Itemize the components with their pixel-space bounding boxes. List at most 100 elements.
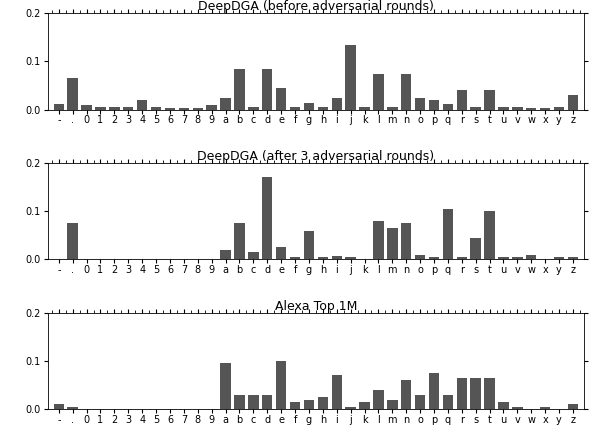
Bar [359, 107, 370, 110]
Bar [457, 91, 467, 110]
Bar [82, 259, 92, 260]
Bar [429, 100, 439, 110]
Bar [67, 78, 78, 110]
Bar [248, 395, 259, 409]
Bar [290, 257, 300, 260]
Bar [346, 257, 356, 260]
Bar [498, 257, 509, 260]
Bar [234, 69, 245, 110]
Bar [568, 95, 578, 110]
Bar [262, 395, 272, 409]
Bar [318, 257, 328, 260]
Bar [470, 378, 481, 409]
Bar [276, 361, 286, 409]
Bar [95, 259, 105, 260]
Bar [387, 107, 398, 110]
Bar [568, 404, 578, 409]
Bar [373, 73, 384, 110]
Bar [331, 375, 342, 409]
Bar [540, 259, 550, 260]
Bar [443, 395, 453, 409]
Bar [373, 221, 384, 260]
Bar [512, 107, 523, 110]
Bar [498, 107, 509, 110]
Bar [401, 73, 411, 110]
Bar [554, 107, 564, 110]
Bar [512, 257, 523, 260]
Bar [526, 108, 536, 110]
Bar [485, 91, 495, 110]
Bar [512, 407, 523, 409]
Bar [318, 397, 328, 409]
Bar [137, 259, 147, 260]
Bar [290, 107, 300, 110]
Bar [54, 404, 64, 409]
Bar [221, 363, 231, 409]
Bar [164, 259, 175, 260]
Bar [443, 104, 453, 110]
Bar [346, 407, 356, 409]
Bar [568, 257, 578, 260]
Bar [54, 104, 64, 110]
Bar [540, 108, 550, 110]
Bar [67, 407, 78, 409]
Bar [234, 223, 245, 260]
Bar [206, 259, 217, 260]
Bar [401, 223, 411, 260]
Bar [304, 400, 314, 409]
Bar [262, 69, 272, 110]
Bar [193, 259, 203, 260]
Bar [151, 259, 162, 260]
Bar [109, 259, 120, 260]
Bar [137, 100, 147, 110]
Bar [470, 238, 481, 260]
Bar [193, 108, 203, 110]
Bar [206, 105, 217, 110]
Bar [387, 228, 398, 260]
Bar [234, 395, 245, 409]
Bar [248, 252, 259, 260]
Bar [401, 380, 411, 409]
Bar [67, 223, 78, 260]
Bar [95, 107, 105, 110]
Bar [164, 108, 175, 110]
Bar [123, 107, 134, 110]
Bar [123, 259, 134, 260]
Bar [457, 378, 467, 409]
Bar [304, 103, 314, 110]
Bar [415, 395, 426, 409]
Bar [387, 400, 398, 409]
Bar [485, 378, 495, 409]
Bar [304, 231, 314, 260]
Bar [290, 402, 300, 409]
Bar [151, 107, 162, 110]
Bar [276, 88, 286, 110]
Bar [82, 105, 92, 110]
Bar [457, 257, 467, 260]
Bar [359, 259, 370, 260]
Bar [359, 402, 370, 409]
Bar [415, 98, 426, 110]
Bar [373, 390, 384, 409]
Bar [262, 177, 272, 260]
Bar [109, 107, 120, 110]
Bar [470, 107, 481, 110]
Bar [415, 255, 426, 260]
Bar [221, 98, 231, 110]
Title: Alexa Top 1M: Alexa Top 1M [275, 300, 357, 313]
Bar [526, 255, 536, 260]
Bar [485, 211, 495, 260]
Bar [540, 407, 550, 409]
Bar [331, 98, 342, 110]
Bar [318, 107, 328, 110]
Bar [346, 44, 356, 110]
Bar [429, 257, 439, 260]
Bar [276, 247, 286, 260]
Bar [554, 257, 564, 260]
Bar [443, 209, 453, 260]
Bar [429, 373, 439, 409]
Bar [179, 108, 189, 110]
Bar [179, 259, 189, 260]
Bar [498, 402, 509, 409]
Bar [248, 107, 259, 110]
